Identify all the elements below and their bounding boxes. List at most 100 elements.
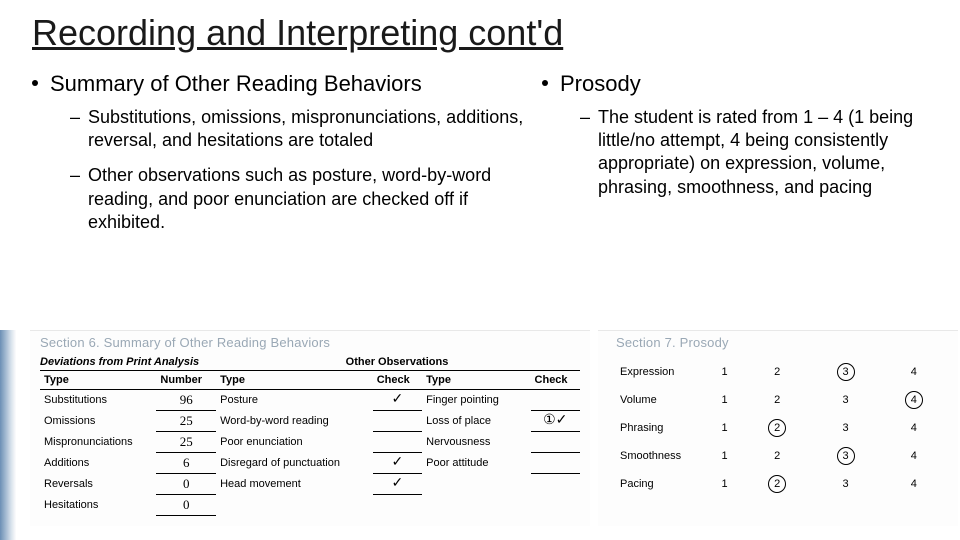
col-type-3: Type [422,371,530,390]
left-column: Summary of Other Reading Behaviors – Sub… [32,70,542,246]
prosody-value: 2 [743,414,811,442]
dash-icon: – [70,165,80,186]
prosody-value: 3 [811,386,879,414]
obs2-type: Finger pointing [422,390,530,411]
table-row: Hesitations0 [40,495,580,516]
section-6-title: Section 6. Summary of Other Reading Beha… [40,335,580,350]
deviation-number: 6 [156,453,216,474]
prosody-row: Expression1234 [616,358,948,386]
prosody-value: 3 [811,358,879,386]
obs1-check [373,432,422,453]
obs2-check [531,432,580,453]
col-check: Check [373,371,422,390]
obs1-check: ✓ [373,474,422,495]
scan-edge [0,330,16,540]
deviation-number: 0 [156,474,216,495]
col-number: Number [156,371,216,390]
deviation-number: 96 [156,390,216,411]
prosody-value: 1 [706,414,743,442]
prosody-label: Volume [616,386,706,414]
prosody-value: 4 [880,386,948,414]
bullet-icon [542,80,548,86]
dash-icon: – [580,107,590,128]
prosody-label: Smoothness [616,442,706,470]
col-type: Type [40,371,156,390]
prosody-value: 1 [706,358,743,386]
section-6: Section 6. Summary of Other Reading Beha… [30,330,590,526]
prosody-row: Smoothness1234 [616,442,948,470]
prosody-row: Phrasing1234 [616,414,948,442]
obs2-check: ①✓ [531,411,580,432]
table-row: Substitutions96Posture✓Finger pointing [40,390,580,411]
obs2-type [422,474,530,495]
obs1-check: ✓ [373,453,422,474]
prosody-value: 4 [880,470,948,498]
prosody-value: 2 [743,386,811,414]
left-sub-1: – Other observations such as posture, wo… [70,164,542,234]
obs2-type [422,495,530,516]
obs2-type: Nervousness [422,432,530,453]
prosody-value: 2 [743,358,811,386]
prosody-value: 1 [706,442,743,470]
left-heading-row: Summary of Other Reading Behaviors [32,70,542,98]
right-sub-0: – The student is rated from 1 – 4 (1 bei… [580,106,960,200]
deviation-number: 25 [156,432,216,453]
deviation-number: 0 [156,495,216,516]
obs2-check [531,474,580,495]
table-header-row: Type Number Type Check Type Check [40,371,580,390]
table-row: Reversals0Head movement✓ [40,474,580,495]
prosody-row: Pacing1234 [616,470,948,498]
deviation-type: Omissions [40,411,156,432]
obs1-type: Head movement [216,474,373,495]
left-sub-0: – Substitutions, omissions, mispronuncia… [70,106,542,153]
content-columns: Summary of Other Reading Behaviors – Sub… [0,62,960,246]
obs2-type: Loss of place [422,411,530,432]
deviation-type: Mispronunciations [40,432,156,453]
prosody-table: Expression1234Volume1234Phrasing1234Smoo… [616,358,948,498]
prosody-value: 1 [706,386,743,414]
prosody-value: 4 [880,414,948,442]
deviation-type: Substitutions [40,390,156,411]
obs1-type [216,495,373,516]
other-obs-header: Other Observations [214,356,580,368]
bullet-icon [32,80,38,86]
prosody-value: 3 [811,470,879,498]
right-column: Prosody – The student is rated from 1 – … [542,70,960,246]
obs1-check [373,411,422,432]
section-7: Section 7. Prosody Expression1234Volume1… [598,330,958,526]
obs1-check: ✓ [373,390,422,411]
deviation-type: Additions [40,453,156,474]
deviation-type: Reversals [40,474,156,495]
left-sub-1-text: Other observations such as posture, word… [88,164,542,234]
prosody-value: 2 [743,442,811,470]
prosody-value: 3 [811,414,879,442]
deviations-subtitle: Deviations from Print Analysis [40,356,210,368]
table-row: Omissions25Word-by-word readingLoss of p… [40,411,580,432]
obs1-check [373,495,422,516]
slide-title: Recording and Interpreting cont'd [0,0,960,62]
obs1-type: Poor enunciation [216,432,373,453]
prosody-label: Pacing [616,470,706,498]
section-7-title: Section 7. Prosody [616,335,948,350]
right-heading: Prosody [560,70,641,98]
deviation-type: Hesitations [40,495,156,516]
obs2-check [531,390,580,411]
worksheet-area: Section 6. Summary of Other Reading Beha… [30,330,960,526]
right-heading-row: Prosody [542,70,960,98]
obs1-type: Posture [216,390,373,411]
obs2-check [531,495,580,516]
prosody-row: Volume1234 [616,386,948,414]
prosody-label: Phrasing [616,414,706,442]
col-type-2: Type [216,371,373,390]
prosody-value: 3 [811,442,879,470]
left-heading: Summary of Other Reading Behaviors [50,70,422,98]
right-sub-0-text: The student is rated from 1 – 4 (1 being… [598,106,960,200]
prosody-value: 4 [880,442,948,470]
obs2-type: Poor attitude [422,453,530,474]
deviation-number: 25 [156,411,216,432]
dash-icon: – [70,107,80,128]
prosody-label: Expression [616,358,706,386]
obs1-type: Disregard of punctuation [216,453,373,474]
deviations-table: Type Number Type Check Type Check Substi… [40,370,580,516]
prosody-value: 1 [706,470,743,498]
